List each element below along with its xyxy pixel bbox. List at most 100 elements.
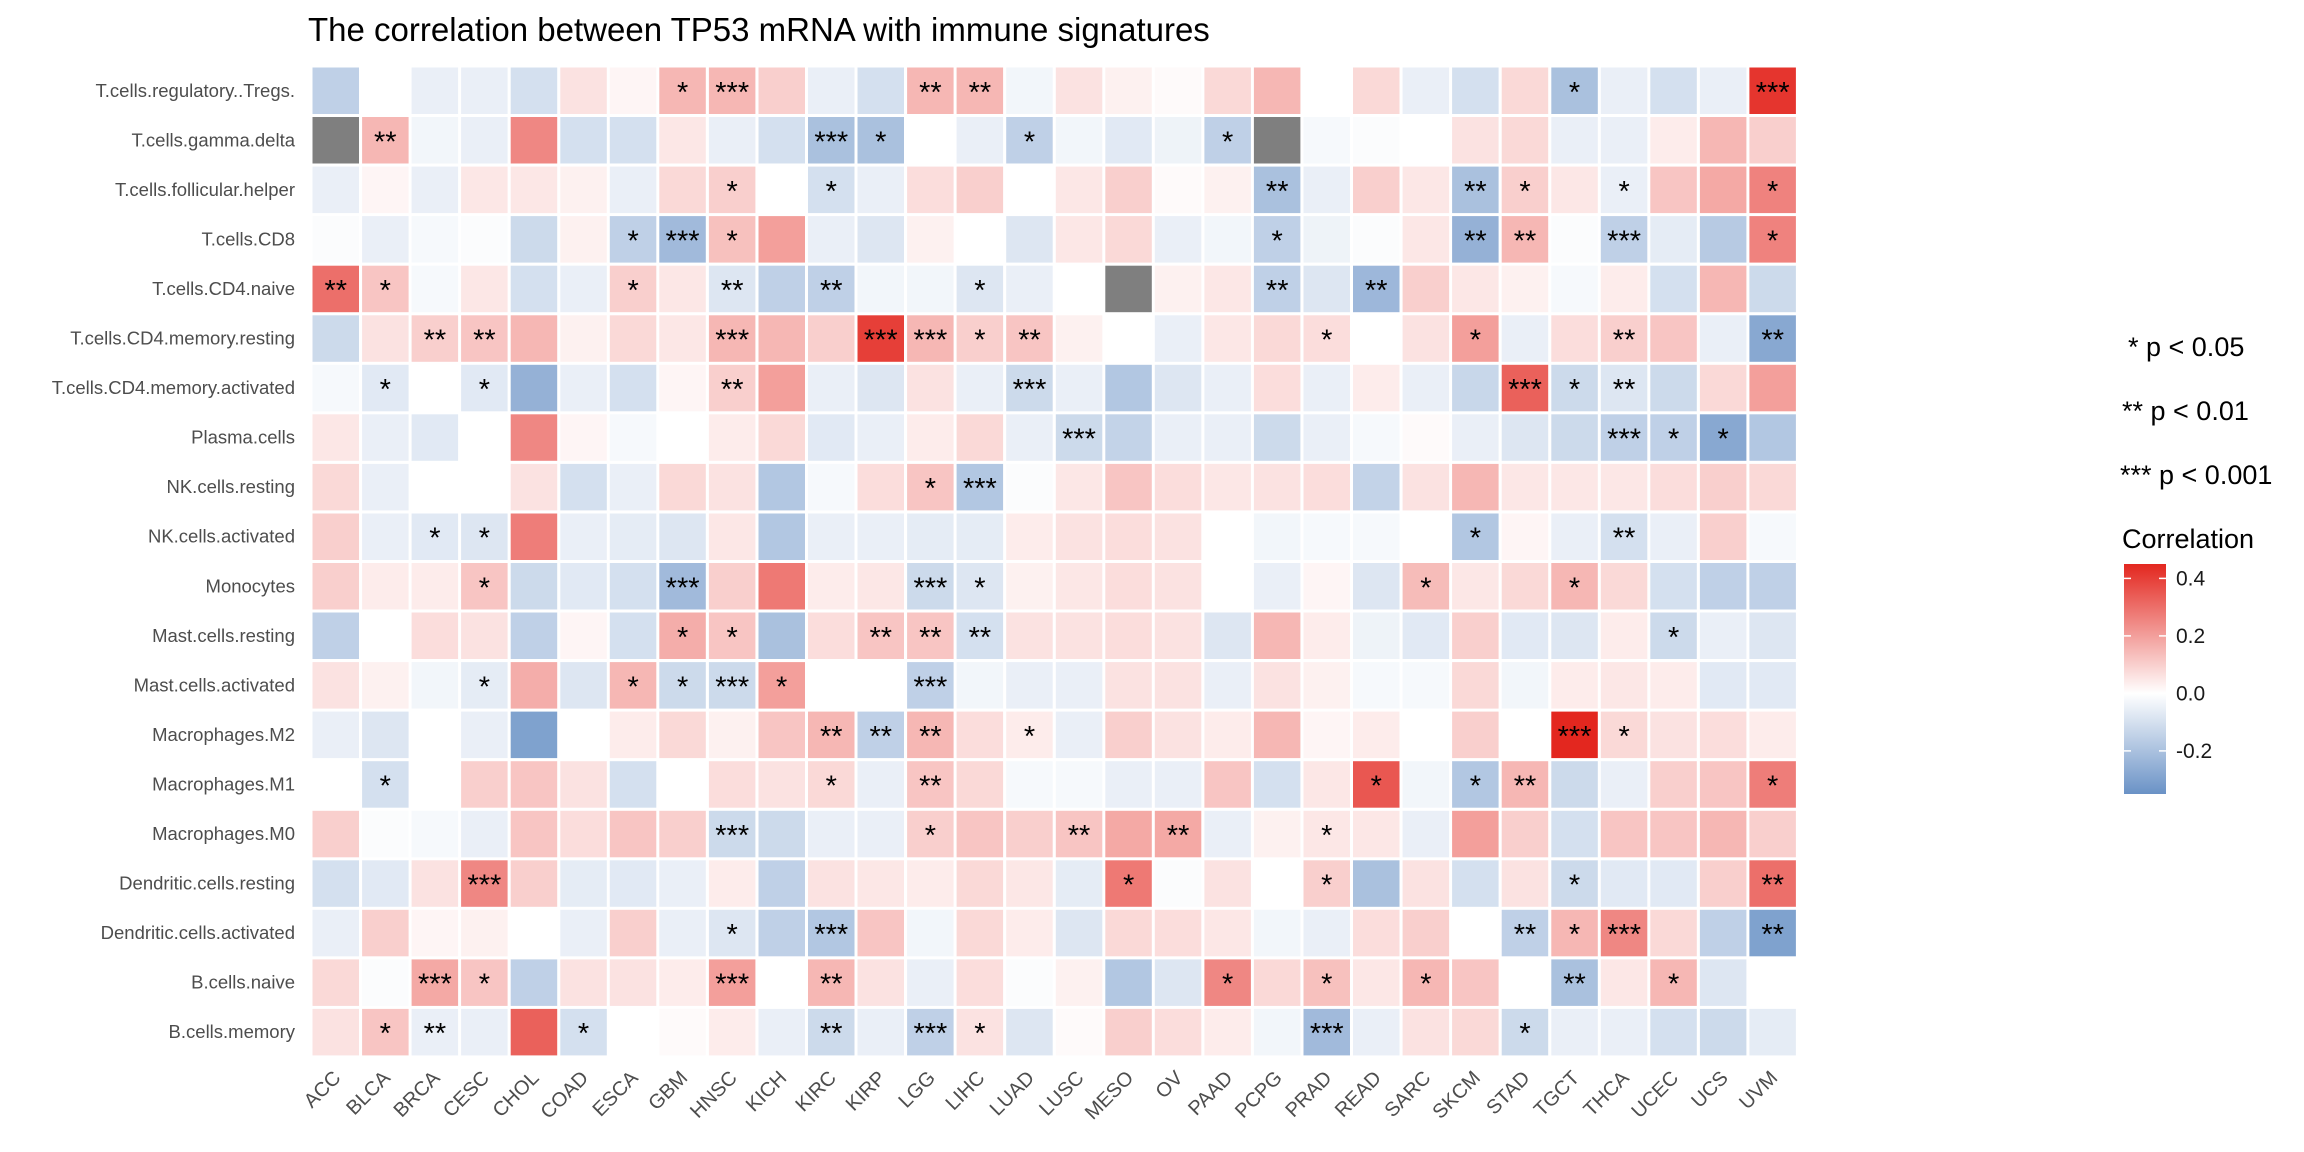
significance-mark: ** — [424, 325, 447, 357]
significance-mark: *** — [1607, 424, 1641, 456]
heatmap-cell — [758, 414, 805, 461]
x-tick-label: KIRC — [791, 1067, 840, 1116]
significance-mark: ** — [1613, 325, 1636, 357]
heatmap-cell — [1303, 563, 1350, 610]
significance-mark: *** — [666, 225, 700, 257]
heatmap-cell — [708, 513, 756, 560]
heatmap-cell — [659, 216, 706, 263]
heatmap-cell — [956, 959, 1004, 1006]
heatmap-cell — [1402, 761, 1450, 808]
heatmap-cell — [1105, 414, 1152, 461]
heatmap-cell — [461, 909, 508, 957]
heatmap-cell — [1749, 216, 1796, 263]
heatmap-cell — [1253, 612, 1301, 659]
heatmap-cell — [1600, 315, 1648, 362]
heatmap-cell — [1253, 364, 1301, 412]
significance-mark: *** — [715, 671, 749, 703]
heatmap-cell — [758, 513, 805, 560]
heatmap-cell — [1353, 959, 1400, 1006]
heatmap-cell — [857, 463, 904, 511]
heatmap-cell — [1402, 1008, 1450, 1056]
heatmap-cell — [1303, 860, 1350, 907]
heatmap-cell — [808, 959, 855, 1006]
heatmap-cell — [1600, 860, 1648, 907]
heatmap-cell — [510, 909, 558, 957]
heatmap-cell — [808, 166, 855, 214]
heatmap-cell — [1055, 463, 1103, 511]
heatmap-cell — [1650, 513, 1697, 560]
heatmap-cell — [1749, 117, 1796, 164]
heatmap-cell — [1154, 216, 1202, 263]
significance-mark: * — [974, 572, 985, 604]
x-tick-label: CESC — [439, 1067, 494, 1122]
heatmap-cell — [560, 117, 607, 164]
heatmap-cell — [907, 1008, 954, 1056]
heatmap-cell — [659, 364, 706, 412]
heatmap-cell — [362, 265, 409, 313]
heatmap-cell — [510, 959, 558, 1006]
heatmap-cell — [510, 117, 558, 164]
y-tick-label: Mast.cells.activated — [134, 674, 295, 695]
significance-mark: * — [677, 622, 688, 654]
heatmap-cell — [907, 265, 954, 313]
heatmap-cell — [1154, 414, 1202, 461]
heatmap-cell — [609, 612, 657, 659]
heatmap-cell — [461, 761, 508, 808]
heatmap-cell — [1006, 513, 1053, 560]
heatmap-cell — [1699, 612, 1747, 659]
heatmap-cell — [609, 216, 657, 263]
heatmap-cell — [1749, 959, 1796, 1006]
heatmap-cell — [1055, 67, 1103, 114]
heatmap-cell — [659, 909, 706, 957]
heatmap-cell — [857, 909, 904, 957]
heatmap-cell — [1055, 909, 1103, 957]
heatmap-cell — [1253, 761, 1301, 808]
heatmap-cell — [362, 67, 409, 114]
heatmap-cell — [956, 166, 1004, 214]
heatmap-cell — [1055, 761, 1103, 808]
significance-mark: * — [1569, 374, 1580, 406]
heatmap-cell — [560, 761, 607, 808]
heatmap-cell — [1650, 810, 1697, 858]
significance-mark: *** — [418, 969, 452, 1001]
heatmap-cell — [1551, 265, 1598, 313]
heatmap-cell — [1699, 265, 1747, 313]
heatmap-cell — [1006, 612, 1053, 659]
heatmap-cell — [857, 216, 904, 263]
heatmap-cell — [1303, 414, 1350, 461]
significance-mark: * — [1618, 721, 1629, 753]
heatmap-cell — [808, 513, 855, 560]
heatmap-cell — [708, 711, 756, 759]
heatmap-cell — [461, 860, 508, 907]
heatmap-cell — [411, 761, 459, 808]
heatmap-cell — [758, 711, 805, 759]
heatmap-cell — [1749, 711, 1796, 759]
heatmap-cell — [411, 67, 459, 114]
significance-mark: * — [380, 374, 391, 406]
heatmap-cell — [461, 463, 508, 511]
heatmap-cell — [907, 364, 954, 412]
heatmap-cell — [1600, 364, 1648, 412]
heatmap-cell — [956, 612, 1004, 659]
heatmap-cell — [758, 117, 805, 164]
heatmap-cell — [1055, 216, 1103, 263]
heatmap-cell — [1452, 662, 1499, 709]
heatmap-cell — [1699, 315, 1747, 362]
heatmap-cell — [956, 67, 1004, 114]
heatmap-cell — [510, 1008, 558, 1056]
significance-mark: * — [727, 176, 738, 208]
heatmap-cell — [708, 216, 756, 263]
heatmap-cell — [560, 662, 607, 709]
heatmap-cell — [857, 711, 904, 759]
heatmap-cell — [857, 315, 904, 362]
heatmap-cell — [1154, 117, 1202, 164]
heatmap-cell — [1749, 860, 1796, 907]
heatmap-cell — [1749, 414, 1796, 461]
heatmap-cell — [956, 909, 1004, 957]
heatmap-cell — [1154, 463, 1202, 511]
significance-mark: * — [677, 77, 688, 109]
legend-tick-label: 0.2 — [2176, 625, 2205, 648]
y-tick-label: NK.cells.activated — [148, 526, 295, 547]
heatmap-cell — [956, 1008, 1004, 1056]
heatmap-cell — [1699, 513, 1747, 560]
